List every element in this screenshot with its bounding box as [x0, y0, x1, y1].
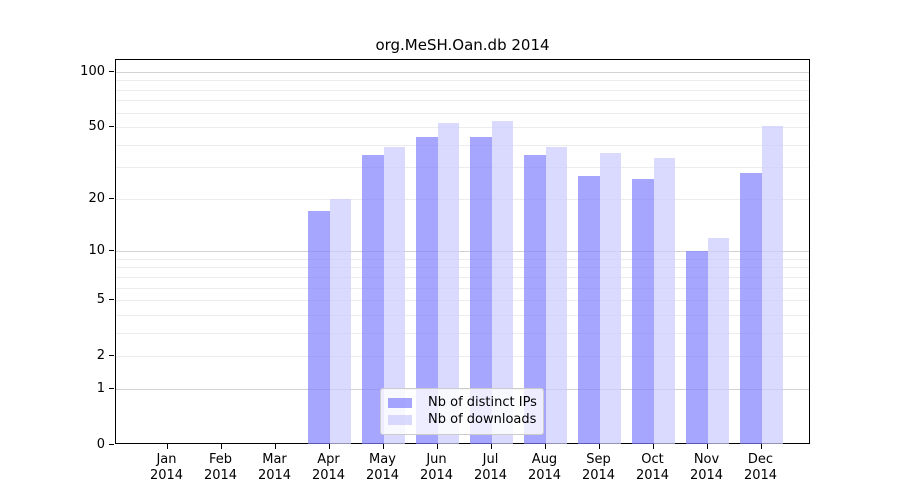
legend-label-downloads: Nb of downloads [428, 412, 537, 427]
y-tick [109, 299, 114, 301]
x-tick-label: May 2014 [365, 452, 400, 483]
y-tick-label: 2 [96, 348, 105, 364]
legend-label-distinct-ips: Nb of distinct IPs [428, 395, 537, 410]
bar-downloads-apr [329, 198, 351, 444]
x-tick [328, 444, 330, 449]
gridline-minor [116, 276, 809, 278]
gridline-major [116, 72, 809, 73]
bar-downloads-may [383, 146, 405, 444]
y-tick [109, 250, 114, 252]
gridline-minor [116, 89, 809, 91]
x-tick [436, 444, 438, 449]
x-tick [382, 444, 384, 449]
bar-distinct-ips-nov [686, 251, 708, 444]
y-tick-label: 50 [88, 119, 105, 135]
legend-entry-downloads: Nb of downloads [388, 411, 537, 428]
gridline-minor [116, 100, 809, 102]
legend-swatch-downloads [388, 414, 412, 425]
y-tick-label: 5 [96, 292, 105, 308]
bar-distinct-ips-may [362, 155, 384, 444]
x-tick-label: Mar 2014 [257, 452, 292, 483]
x-tick-label: Jan 2014 [149, 452, 184, 483]
x-tick [166, 444, 168, 449]
y-tick [109, 444, 114, 445]
y-tick-label: 10 [88, 243, 105, 259]
bar-distinct-ips-jun [416, 137, 438, 444]
gridline-minor [116, 144, 809, 146]
y-tick [109, 355, 114, 357]
x-tick [706, 444, 708, 449]
gridline-minor [116, 198, 809, 200]
bar-downloads-oct [653, 157, 675, 444]
bar-distinct-ips-apr [308, 211, 330, 444]
x-tick [652, 444, 654, 449]
gridline-minor [116, 167, 809, 169]
gridline-minor [116, 127, 809, 129]
plot-area [115, 59, 810, 444]
bar-distinct-ips-sep [578, 175, 600, 444]
bar-distinct-ips-jul [470, 137, 492, 444]
gridline-minor [116, 112, 809, 114]
bar-downloads-jun [437, 122, 459, 444]
x-tick [220, 444, 222, 449]
y-tick-label: 0 [96, 437, 105, 452]
gridline-minor [116, 80, 809, 82]
y-tick [109, 71, 114, 72]
chart-title: org.MeSH.Oan.db 2014 [375, 36, 550, 54]
bar-distinct-ips-dec [740, 172, 762, 444]
y-tick [109, 126, 114, 128]
y-tick-label: 1 [96, 380, 105, 396]
gridline-minor [116, 258, 809, 260]
bar-downloads-aug [545, 146, 567, 444]
legend-swatch-distinct-ips [388, 397, 412, 408]
legend-entry-distinct-ips: Nb of distinct IPs [388, 394, 537, 411]
bar-downloads-dec [761, 125, 783, 444]
bar-distinct-ips-aug [524, 155, 546, 444]
gridline-minor [116, 267, 809, 269]
gridline-minor [116, 300, 809, 302]
y-tick-label: 20 [88, 190, 105, 206]
x-tick-label: Jun 2014 [419, 452, 454, 483]
x-tick-label: Nov 2014 [689, 452, 724, 483]
gridline-major [116, 251, 809, 253]
y-tick [109, 387, 114, 389]
gridline-minor [116, 314, 809, 316]
x-tick [760, 444, 762, 449]
bar-distinct-ips-oct [632, 178, 654, 444]
gridline-minor [116, 356, 809, 358]
x-tick-label: Apr 2014 [311, 452, 346, 483]
gridline-minor [116, 287, 809, 289]
x-tick [274, 444, 276, 449]
x-tick-label: Aug 2014 [527, 452, 562, 483]
bar-downloads-sep [599, 153, 621, 444]
x-tick [544, 444, 546, 449]
bar-downloads-nov [707, 237, 729, 444]
bar-downloads-jul [491, 121, 513, 444]
gridline-minor [116, 332, 809, 334]
bars-layer [116, 60, 809, 444]
x-tick-label: Oct 2014 [635, 452, 670, 483]
x-tick-label: Jul 2014 [473, 452, 508, 483]
x-tick [598, 444, 600, 449]
legend: Nb of distinct IPs Nb of downloads [380, 388, 544, 435]
x-tick-label: Feb 2014 [203, 452, 238, 483]
y-tick [109, 197, 114, 199]
y-tick-label: 100 [80, 64, 105, 79]
x-tick-label: Dec 2014 [743, 452, 778, 483]
x-tick [490, 444, 492, 449]
x-tick-label: Sep 2014 [581, 452, 616, 483]
